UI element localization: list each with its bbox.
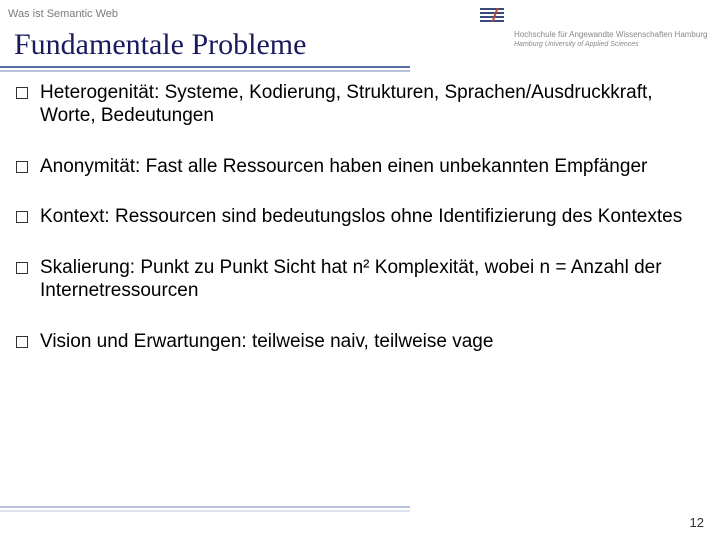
institution-logo: Hochschule für Angewandte Wissenschaften… [474,6,704,62]
logo-line1: Hochschule für Angewandte Wissenschaften… [514,30,707,40]
list-item: Anonymität: Fast alle Ressourcen haben e… [16,156,704,179]
item-text: Skalierung: Punkt zu Punkt Sicht hat n² … [40,257,704,303]
content-list: Heterogenität: Systeme, Kodierung, Struk… [16,82,704,382]
page-title: Fundamentale Probleme [14,28,306,62]
list-item: Heterogenität: Systeme, Kodierung, Struk… [16,82,704,128]
checkbox-icon [16,161,28,173]
list-item: Kontext: Ressourcen sind bedeutungslos o… [16,206,704,229]
logo-mark-icon [474,6,510,42]
checkbox-icon [16,211,28,223]
item-text: Kontext: Ressourcen sind bedeutungslos o… [40,206,682,229]
title-underline [0,66,410,72]
footer-underline [0,506,410,512]
breadcrumb: Was ist Semantic Web [8,8,118,20]
checkbox-icon [16,336,28,348]
item-text: Vision und Erwartungen: teilweise naiv, … [40,331,493,354]
item-text: Anonymität: Fast alle Ressourcen haben e… [40,156,647,179]
logo-line2: Hamburg University of Applied Sciences [514,40,707,49]
checkbox-icon [16,262,28,274]
item-text: Heterogenität: Systeme, Kodierung, Struk… [40,82,704,128]
checkbox-icon [16,87,28,99]
list-item: Vision und Erwartungen: teilweise naiv, … [16,331,704,354]
list-item: Skalierung: Punkt zu Punkt Sicht hat n² … [16,257,704,303]
page-number: 12 [690,515,704,530]
logo-text: Hochschule für Angewandte Wissenschaften… [514,30,707,49]
